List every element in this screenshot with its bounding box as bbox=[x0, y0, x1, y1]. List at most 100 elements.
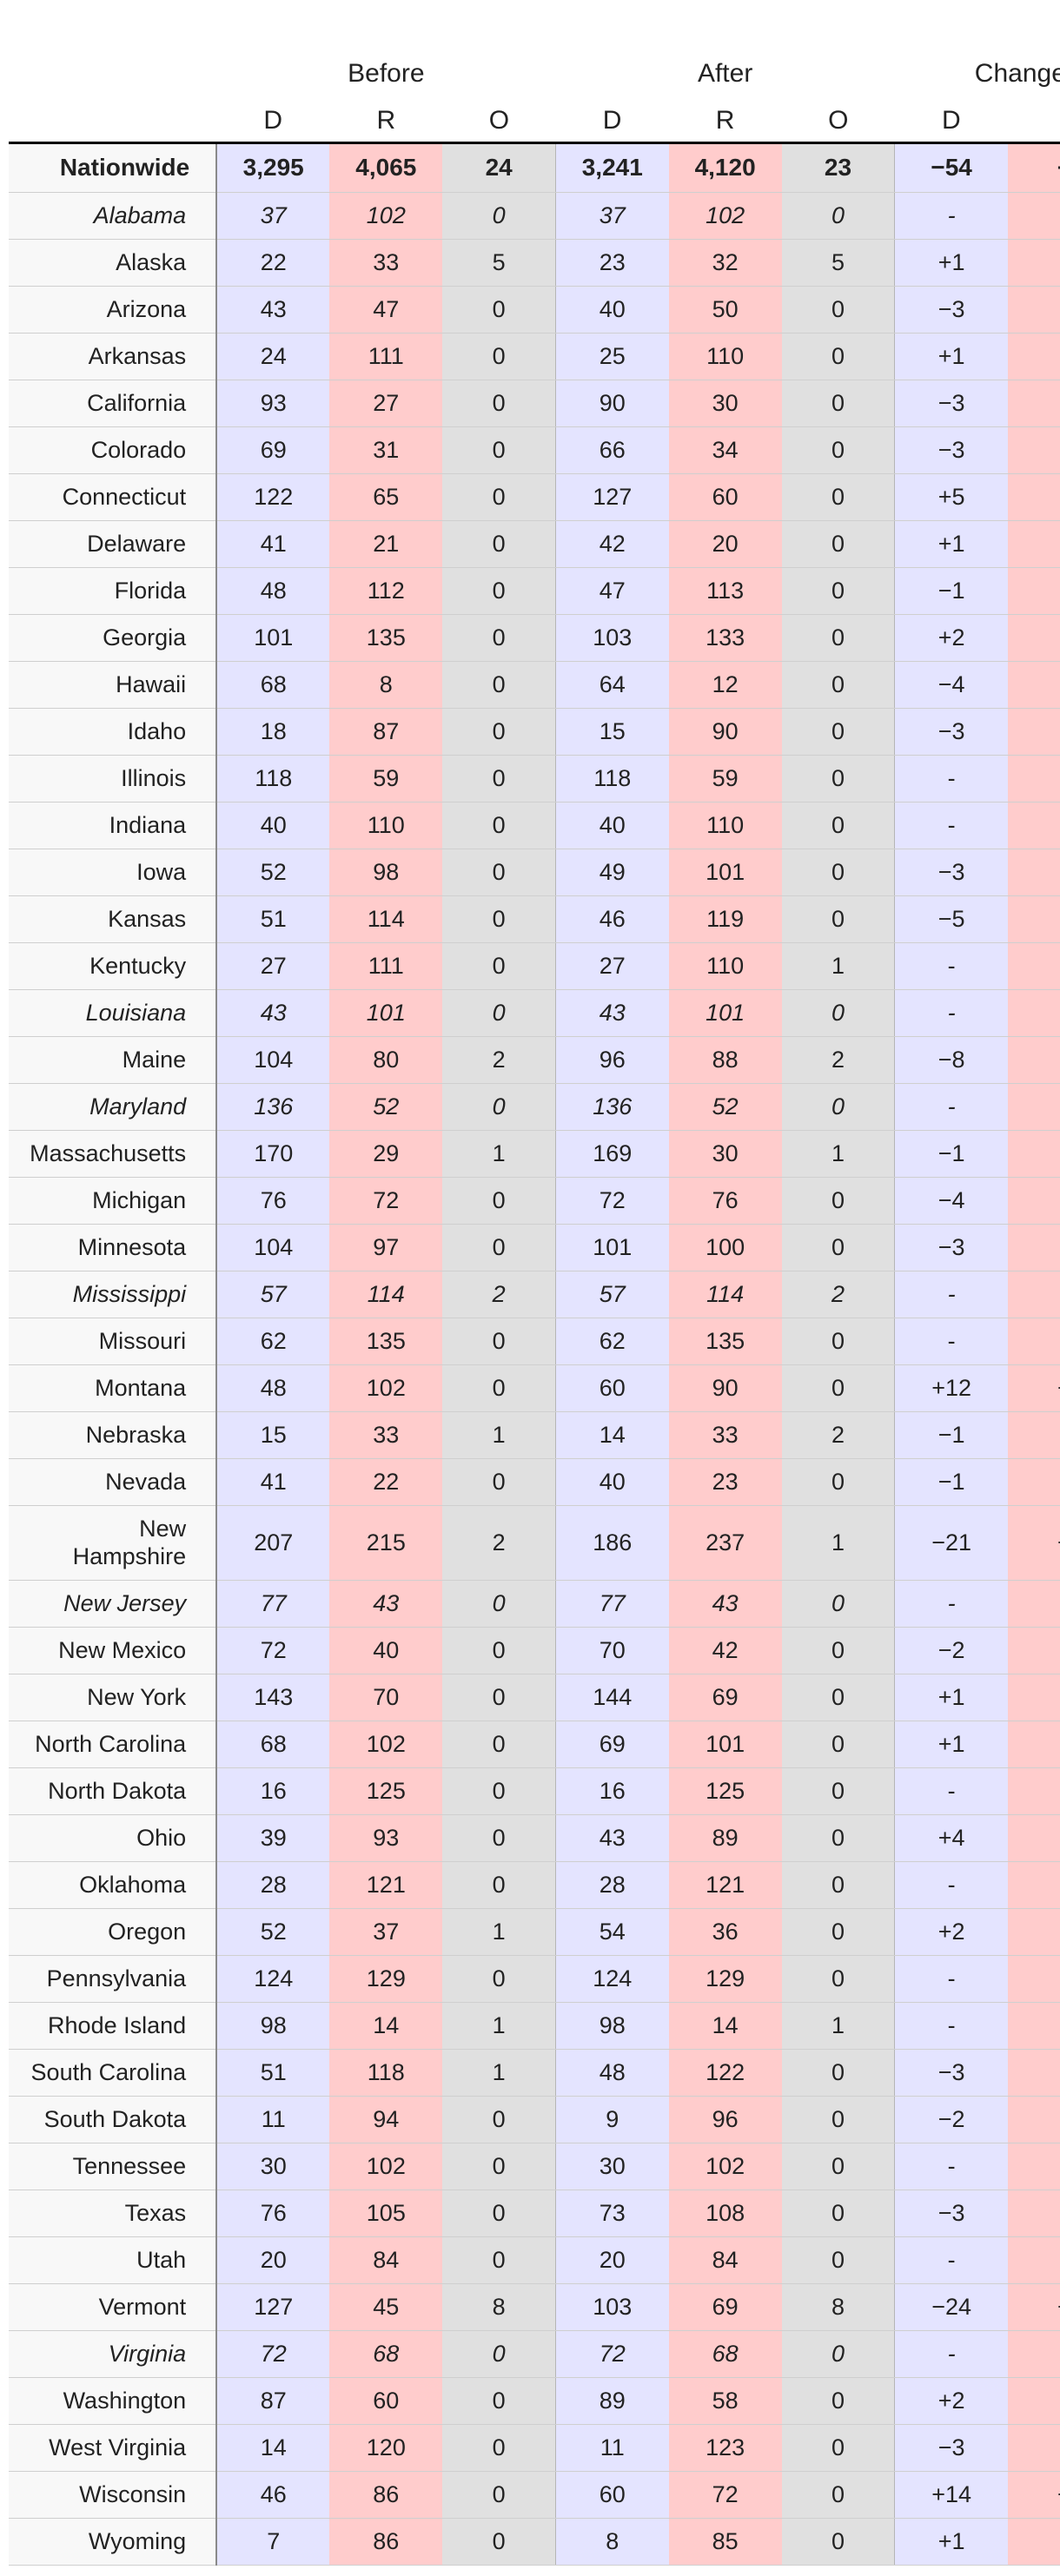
cell-after-r: 129 bbox=[668, 1955, 782, 2003]
cell-change-r: − bbox=[1007, 2471, 1060, 2519]
cell-change-r: - bbox=[1007, 1083, 1060, 1131]
cell-before-r: 33 bbox=[329, 239, 443, 287]
state-name: North Dakota bbox=[9, 1767, 217, 1815]
cell-before-r: 102 bbox=[329, 1721, 443, 1768]
cell-after-r: 23 bbox=[668, 1458, 782, 1506]
state-name: Missouri bbox=[9, 1318, 217, 1365]
cell-after-r: 34 bbox=[668, 426, 782, 474]
cell-after-o: 0 bbox=[781, 802, 895, 849]
state-name: Idaho bbox=[9, 708, 217, 756]
cell-after-r: 89 bbox=[668, 1814, 782, 1862]
cell-change-d: - bbox=[894, 1861, 1008, 1909]
cell-after-d: 15 bbox=[554, 708, 669, 756]
state-name: Pennsylvania bbox=[9, 1955, 217, 2003]
cell-after-o: 0 bbox=[781, 1721, 895, 1768]
state-name: Minnesota bbox=[9, 1224, 217, 1271]
cell-after-d: 25 bbox=[554, 333, 669, 380]
state-name: South Dakota bbox=[9, 2096, 217, 2143]
cell-after-r: 108 bbox=[668, 2190, 782, 2237]
cell-after-o: 0 bbox=[781, 614, 895, 662]
state-name: Connecticut bbox=[9, 473, 217, 521]
cell-after-d: 144 bbox=[554, 1674, 669, 1721]
cell-after-d: 127 bbox=[554, 473, 669, 521]
cell-before-d: 104 bbox=[215, 1224, 330, 1271]
cell-before-o: 0 bbox=[442, 1814, 556, 1862]
cell-change-r: - bbox=[1007, 192, 1060, 240]
state-name: Wisconsin bbox=[9, 2471, 217, 2519]
cell-change-d: −3 bbox=[894, 1224, 1008, 1271]
state-name: Illinois bbox=[9, 755, 217, 803]
cell-change-r: - bbox=[1007, 2330, 1060, 2378]
state-name: Florida bbox=[9, 567, 217, 615]
cell-after-o: 0 bbox=[781, 1458, 895, 1506]
cell-before-r: 98 bbox=[329, 849, 443, 896]
state-name: Indiana bbox=[9, 802, 217, 849]
cell-after-r: 90 bbox=[668, 708, 782, 756]
cell-change-r: - bbox=[1007, 1458, 1060, 1506]
cell-change-r: - bbox=[1007, 473, 1060, 521]
cell-after-d: 43 bbox=[554, 989, 669, 1037]
cell-after-r: 58 bbox=[668, 2377, 782, 2425]
cell-after-r: 96 bbox=[668, 2096, 782, 2143]
cell-before-r: 47 bbox=[329, 286, 443, 334]
cell-after-o: 0 bbox=[781, 2377, 895, 2425]
cell-before-r: 84 bbox=[329, 2236, 443, 2284]
cell-after-r: 101 bbox=[668, 989, 782, 1037]
cell-after-o: 2 bbox=[781, 1271, 895, 1318]
cell-after-o: 2 bbox=[781, 1036, 895, 1084]
cell-change-d: - bbox=[894, 2002, 1008, 2050]
state-name: Utah bbox=[9, 2236, 217, 2284]
nationwide-after-d: 3,241 bbox=[554, 141, 669, 193]
cell-before-r: 125 bbox=[329, 1767, 443, 1815]
sub-header-change-r bbox=[1008, 106, 1060, 142]
cell-before-r: 87 bbox=[329, 708, 443, 756]
cell-after-o: 0 bbox=[781, 520, 895, 568]
cell-after-o: 0 bbox=[781, 380, 895, 427]
cell-before-d: 136 bbox=[215, 1083, 330, 1131]
nationwide-change-d: −54 bbox=[894, 141, 1008, 193]
cell-before-o: 0 bbox=[442, 1177, 556, 1225]
cell-after-d: 101 bbox=[554, 1224, 669, 1271]
cell-before-o: 1 bbox=[442, 2049, 556, 2097]
cell-before-d: 43 bbox=[215, 989, 330, 1037]
cell-change-r: - bbox=[1007, 1861, 1060, 1909]
cell-after-d: 66 bbox=[554, 426, 669, 474]
cell-before-o: 0 bbox=[442, 2377, 556, 2425]
cell-after-o: 0 bbox=[781, 1224, 895, 1271]
cell-after-d: 103 bbox=[554, 614, 669, 662]
group-header-after: After bbox=[697, 59, 753, 88]
cell-after-o: 0 bbox=[781, 1318, 895, 1365]
cell-after-o: 1 bbox=[781, 1505, 895, 1581]
cell-before-r: 40 bbox=[329, 1627, 443, 1674]
cell-after-r: 100 bbox=[668, 1224, 782, 1271]
cell-before-d: 11 bbox=[215, 2096, 330, 2143]
cell-before-o: 0 bbox=[442, 1458, 556, 1506]
cell-before-r: 102 bbox=[329, 2143, 443, 2190]
sub-header-after-o: O bbox=[828, 106, 849, 135]
cell-before-r: 135 bbox=[329, 1318, 443, 1365]
nationwide-change-r: + bbox=[1007, 141, 1060, 193]
cell-after-r: 20 bbox=[668, 520, 782, 568]
cell-before-o: 0 bbox=[442, 802, 556, 849]
cell-after-r: 76 bbox=[668, 1177, 782, 1225]
cell-after-o: 0 bbox=[781, 1861, 895, 1909]
state-name: Maryland bbox=[9, 1083, 217, 1131]
nationwide-before-o: 24 bbox=[442, 141, 556, 193]
cell-before-r: 215 bbox=[329, 1505, 443, 1581]
cell-before-r: 86 bbox=[329, 2518, 443, 2566]
cell-before-d: 87 bbox=[215, 2377, 330, 2425]
cell-before-d: 68 bbox=[215, 1721, 330, 1768]
cell-before-d: 28 bbox=[215, 1861, 330, 1909]
cell-before-r: 65 bbox=[329, 473, 443, 521]
table-body: Nationwide 3,295 4,065 24 3,241 4,120 23… bbox=[9, 141, 1060, 2566]
cell-change-d: −3 bbox=[894, 426, 1008, 474]
cell-before-r: 72 bbox=[329, 1177, 443, 1225]
cell-before-d: 20 bbox=[215, 2236, 330, 2284]
cell-change-r: - bbox=[1007, 755, 1060, 803]
cell-before-r: 114 bbox=[329, 895, 443, 943]
